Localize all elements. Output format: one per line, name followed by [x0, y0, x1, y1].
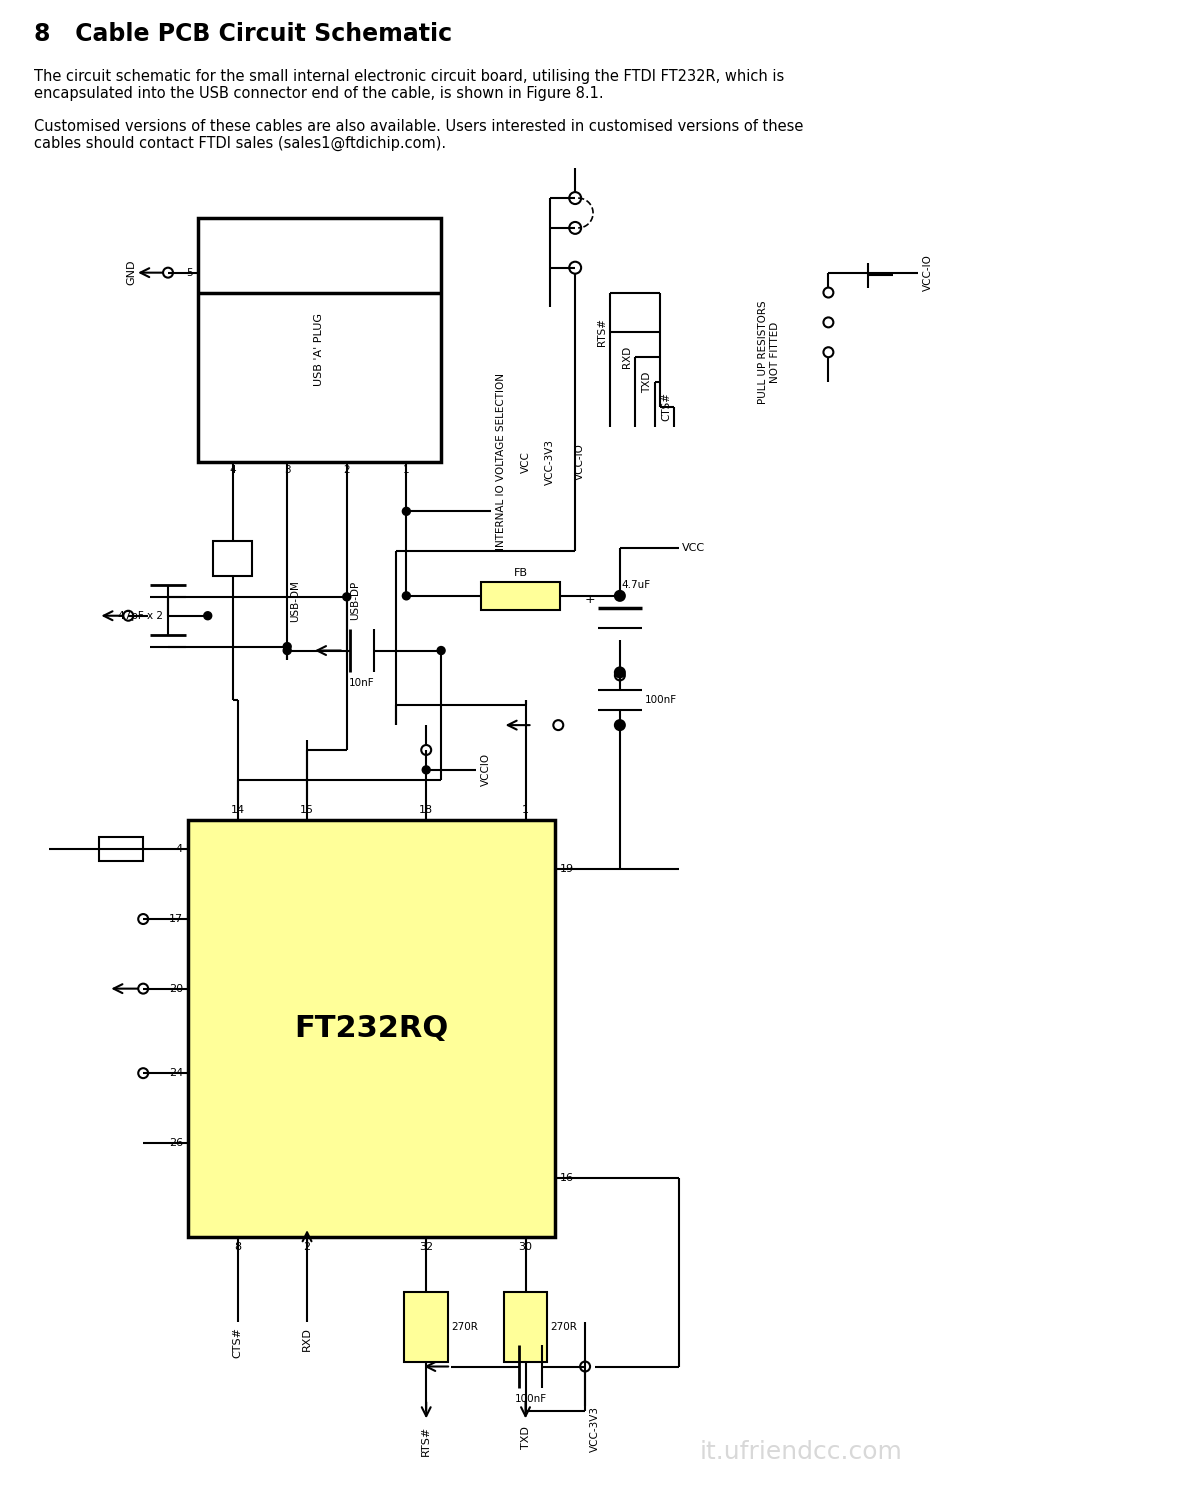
Bar — [198, 218, 442, 461]
Text: VCC-IO: VCC-IO — [575, 443, 586, 481]
Text: 4: 4 — [175, 845, 182, 854]
Text: CTS#: CTS# — [661, 393, 672, 421]
Circle shape — [616, 669, 624, 676]
Text: FT232RQ: FT232RQ — [294, 1014, 449, 1044]
Circle shape — [616, 721, 624, 729]
Circle shape — [283, 642, 292, 651]
Text: RXD: RXD — [302, 1327, 312, 1351]
Text: GND: GND — [126, 260, 137, 285]
Text: 20: 20 — [169, 984, 182, 994]
Text: 30: 30 — [518, 1242, 533, 1253]
Circle shape — [437, 646, 445, 654]
Circle shape — [343, 593, 350, 600]
Text: 3: 3 — [284, 464, 290, 475]
Text: 1: 1 — [403, 464, 409, 475]
Text: 5: 5 — [186, 267, 193, 278]
Text: 24: 24 — [169, 1067, 182, 1078]
Circle shape — [402, 508, 410, 515]
Text: The circuit schematic for the small internal electronic circuit board, utilising: The circuit schematic for the small inte… — [34, 69, 785, 102]
Text: 4: 4 — [229, 464, 236, 475]
Text: FB: FB — [514, 567, 528, 578]
Circle shape — [402, 591, 410, 600]
Text: Customised versions of these cables are also available. Users interested in cust: Customised versions of these cables are … — [34, 118, 803, 151]
Text: 15: 15 — [300, 805, 314, 815]
Text: 17: 17 — [169, 914, 182, 924]
Circle shape — [422, 766, 430, 773]
Text: TXD: TXD — [521, 1426, 530, 1450]
Text: RTS#: RTS# — [421, 1426, 431, 1457]
Bar — [212, 540, 252, 576]
Text: 19: 19 — [560, 864, 575, 875]
Bar — [481, 582, 560, 609]
Text: 100nF: 100nF — [644, 696, 677, 705]
Text: 2: 2 — [343, 464, 350, 475]
Text: VCC-3V3: VCC-3V3 — [590, 1406, 600, 1453]
Text: 1: 1 — [522, 805, 529, 815]
Text: VCC: VCC — [521, 451, 530, 473]
Text: VCC-3V3: VCC-3V3 — [545, 439, 556, 485]
Text: 8: 8 — [234, 1242, 241, 1253]
Text: VCC: VCC — [682, 543, 704, 552]
Text: 2: 2 — [304, 1242, 311, 1253]
Text: 100nF: 100nF — [515, 1394, 546, 1405]
Text: RXD: RXD — [622, 346, 631, 369]
Circle shape — [283, 646, 292, 654]
Bar — [98, 838, 143, 861]
Text: USB 'A' PLUG: USB 'A' PLUG — [314, 314, 324, 387]
Text: 14: 14 — [230, 805, 245, 815]
Text: it.ufriendcc.com: it.ufriendcc.com — [700, 1439, 902, 1465]
Text: 26: 26 — [169, 1138, 182, 1148]
Text: USB-DP: USB-DP — [349, 581, 360, 621]
Text: +: + — [584, 593, 595, 606]
Text: 270R: 270R — [451, 1321, 478, 1332]
Bar — [504, 1291, 547, 1362]
Text: CTS#: CTS# — [233, 1327, 242, 1357]
Text: 8   Cable PCB Circuit Schematic: 8 Cable PCB Circuit Schematic — [34, 22, 452, 46]
Text: 270R: 270R — [551, 1321, 577, 1332]
Text: USB-DM: USB-DM — [290, 579, 300, 621]
Circle shape — [616, 591, 624, 600]
Bar — [404, 1291, 448, 1362]
Text: 10nF: 10nF — [349, 678, 374, 688]
Text: 47pF x 2: 47pF x 2 — [118, 611, 163, 621]
Text: VCC-IO: VCC-IO — [923, 254, 932, 291]
Circle shape — [204, 612, 211, 620]
Text: INTERNAL IO VOLTAGE SELECTION: INTERNAL IO VOLTAGE SELECTION — [496, 373, 505, 549]
Text: 4.7uF: 4.7uF — [622, 579, 650, 590]
Text: 18: 18 — [419, 805, 433, 815]
Bar — [188, 820, 556, 1238]
Text: VCCIO: VCCIO — [481, 754, 491, 787]
Text: TXD: TXD — [642, 372, 652, 393]
Text: 16: 16 — [560, 1172, 575, 1182]
Text: RTS#: RTS# — [596, 318, 607, 346]
Text: 32: 32 — [419, 1242, 433, 1253]
Text: PULL UP RESISTORS
NOT FITTED: PULL UP RESISTORS NOT FITTED — [758, 300, 780, 405]
